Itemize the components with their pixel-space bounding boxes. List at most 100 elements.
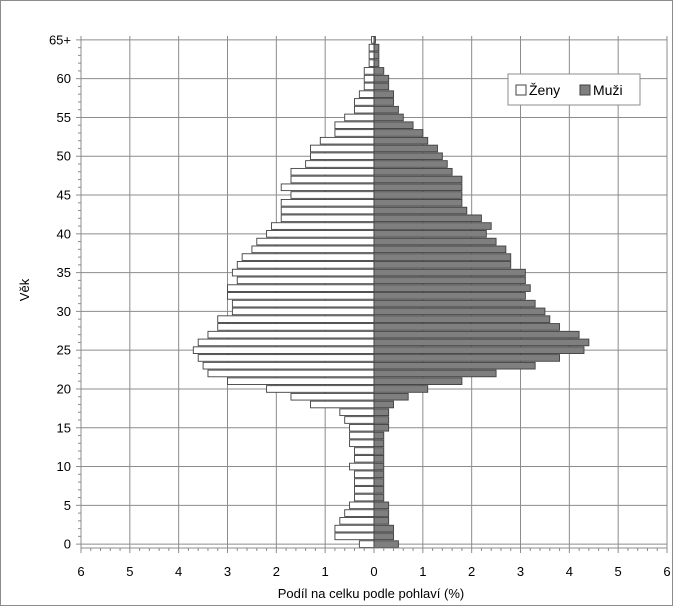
bar-zeny-age-43 xyxy=(280,206,375,215)
y-tick-label: 40 xyxy=(57,226,71,241)
bar-muzi-age-49 xyxy=(373,160,448,168)
bar-muzi-age-45 xyxy=(373,191,463,199)
bar-muzi-age-33 xyxy=(373,284,531,292)
bar-muzi-age-34 xyxy=(373,276,526,285)
bar-zeny-age-58 xyxy=(358,90,375,98)
y-tick-label: 10 xyxy=(57,459,71,474)
x-tick-label: 4 xyxy=(566,564,573,579)
bar-zeny-age-54 xyxy=(334,121,375,129)
bar-zeny-age-2 xyxy=(334,524,375,533)
x-tick-label: 6 xyxy=(663,564,670,579)
bar-zeny-age-10 xyxy=(349,462,375,471)
bar-zeny-age-15 xyxy=(349,423,375,432)
bar-muzi-age-18 xyxy=(373,400,394,409)
bar-muzi-age-35 xyxy=(373,268,526,277)
bar-zeny-age-44 xyxy=(280,199,375,207)
bar-muzi-age-26 xyxy=(373,338,590,347)
bar-zeny-age-37 xyxy=(241,253,375,261)
bar-zeny-age-34 xyxy=(236,276,375,285)
bar-zeny-age-38 xyxy=(251,245,375,254)
bar-zeny-age-39 xyxy=(256,237,375,246)
bar-zeny-age-19 xyxy=(290,392,375,401)
legend-swatch-muzi xyxy=(579,84,591,96)
bar-zeny-age-35 xyxy=(231,268,375,277)
bar-zeny-age-59 xyxy=(363,82,375,91)
bar-muzi-age-5 xyxy=(373,501,390,510)
bar-muzi-age-65+ xyxy=(373,36,376,44)
bar-muzi-age-11 xyxy=(373,455,385,463)
x-tick-label: 5 xyxy=(126,564,133,579)
bar-zeny-age-8 xyxy=(354,478,375,486)
bar-zeny-age-22 xyxy=(207,369,375,378)
bar-muzi-age-20 xyxy=(373,385,429,393)
y-tick-label: 25 xyxy=(57,343,71,358)
bar-zeny-age-31 xyxy=(231,299,375,308)
y-tick-label: 0 xyxy=(64,537,71,552)
bar-zeny-age-46 xyxy=(280,183,375,192)
bar-muzi-age-53 xyxy=(373,129,424,137)
bar-zeny-age-61 xyxy=(363,67,375,75)
bar-muzi-age-17 xyxy=(373,408,390,417)
bar-zeny-age-57 xyxy=(354,98,375,106)
x-tick-label: 0 xyxy=(370,564,377,579)
x-tick-label: 1 xyxy=(419,564,426,579)
bar-muzi-age-25 xyxy=(373,346,585,354)
bar-muzi-age-22 xyxy=(373,369,497,378)
bar-muzi-age-14 xyxy=(373,431,385,440)
bar-zeny-age-28 xyxy=(217,323,375,331)
bar-muzi-age-7 xyxy=(373,486,385,494)
y-tick-label: 20 xyxy=(57,381,71,396)
bar-muzi-age-52 xyxy=(373,136,429,145)
x-tick-label: 4 xyxy=(175,564,182,579)
x-tick-label: 3 xyxy=(517,564,524,579)
bar-muzi-age-3 xyxy=(373,517,390,525)
bar-zeny-age-5 xyxy=(349,501,375,510)
bar-muzi-age-28 xyxy=(373,323,561,331)
bar-zeny-age-25 xyxy=(192,346,375,354)
y-tick-label: 35 xyxy=(57,265,71,280)
bar-muzi-age-58 xyxy=(373,90,394,98)
bar-zeny-age-26 xyxy=(197,338,375,347)
bar-muzi-age-21 xyxy=(373,377,463,385)
bar-zeny-age-0 xyxy=(358,540,375,548)
bar-zeny-age-63 xyxy=(368,51,375,60)
bar-zeny-age-1 xyxy=(334,532,375,541)
bar-muzi-age-6 xyxy=(373,493,385,502)
bar-muzi-age-50 xyxy=(373,152,443,161)
bar-zeny-age-21 xyxy=(227,377,375,385)
bar-zeny-age-9 xyxy=(354,470,375,479)
bar-zeny-age-17 xyxy=(339,408,375,417)
bar-zeny-age-3 xyxy=(339,517,375,525)
bar-muzi-age-15 xyxy=(373,423,390,432)
bar-muzi-age-46 xyxy=(373,183,463,192)
bar-zeny-age-53 xyxy=(334,129,375,137)
bar-muzi-age-55 xyxy=(373,113,404,122)
x-tick-label: 5 xyxy=(615,564,622,579)
bar-zeny-age-36 xyxy=(236,261,375,269)
bar-muzi-age-8 xyxy=(373,478,385,486)
bar-muzi-age-27 xyxy=(373,330,580,339)
bar-muzi-age-51 xyxy=(373,144,438,153)
bar-zeny-age-55 xyxy=(344,113,375,122)
bar-zeny-age-33 xyxy=(227,284,375,292)
bar-muzi-age-39 xyxy=(373,237,497,246)
bar-zeny-age-51 xyxy=(310,144,375,153)
bar-zeny-age-27 xyxy=(207,330,375,339)
bar-muzi-age-24 xyxy=(373,354,561,362)
bar-zeny-age-4 xyxy=(344,509,375,517)
x-tick-label: 1 xyxy=(322,564,329,579)
bar-muzi-age-12 xyxy=(373,447,385,455)
bar-zeny-age-62 xyxy=(368,59,375,67)
bar-muzi-age-62 xyxy=(373,59,380,67)
bar-muzi-age-42 xyxy=(373,214,482,223)
legend-label-zeny: Ženy xyxy=(529,82,560,98)
bar-muzi-age-4 xyxy=(373,509,390,517)
bar-muzi-age-47 xyxy=(373,175,463,184)
x-tick-label: 2 xyxy=(468,564,475,579)
bar-muzi-age-30 xyxy=(373,307,546,316)
x-tick-label: 6 xyxy=(77,564,84,579)
y-tick-label: 5 xyxy=(64,498,71,513)
bar-muzi-age-9 xyxy=(373,470,385,479)
